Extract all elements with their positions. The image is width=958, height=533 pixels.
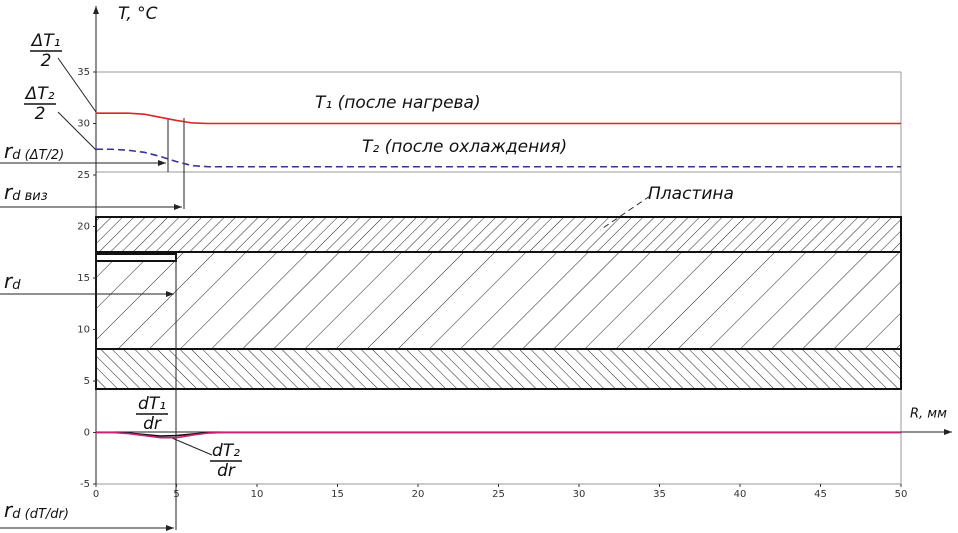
- r: r: [4, 139, 14, 163]
- x-tick-label: 15: [331, 489, 344, 500]
- x-tick-label: 40: [734, 489, 747, 500]
- r: r: [4, 498, 14, 522]
- annotation-deriv2: dT₂ dr: [210, 441, 242, 481]
- y-tick-label: 10: [77, 325, 90, 336]
- annotation-dt1: ΔT₁ 2: [30, 31, 62, 71]
- x-tick-label: 50: [895, 489, 908, 500]
- x-tick-label: 10: [251, 489, 264, 500]
- y-tick-label: 35: [77, 67, 90, 78]
- annotation-plate: Пластина: [648, 184, 734, 204]
- y-tick-label: 15: [77, 273, 90, 284]
- denominator: 2: [41, 51, 52, 71]
- annotation-dt2: ΔT₂ 2: [24, 84, 56, 124]
- annotation-rd-deriv: rd (dT/dr): [4, 498, 69, 522]
- denominator: 2: [35, 104, 46, 124]
- annotation-deriv1: dT₁ dr: [136, 394, 168, 434]
- numerator: ΔT₁: [30, 31, 61, 51]
- x-tick-label: 20: [412, 489, 425, 500]
- x-tick-label: 0: [93, 489, 99, 500]
- annotation-rd-vis: rd виз: [4, 180, 48, 204]
- denominator: dr: [143, 414, 162, 434]
- annotation-rd: rd: [4, 269, 21, 293]
- y-tick-label: 25: [77, 170, 90, 181]
- series-label: T₁ (после нагрева): [315, 93, 481, 113]
- sub: d (dT/dr): [12, 507, 69, 522]
- x-tick-label: 5: [173, 489, 179, 500]
- numerator: dT₂: [212, 441, 240, 461]
- sub: d (ΔT/2): [12, 148, 64, 163]
- numerator: dT₁: [138, 394, 166, 414]
- series-line: [96, 148, 901, 168]
- y-tick-label: 5: [84, 376, 90, 387]
- r: r: [4, 180, 14, 204]
- x-tick-label: 25: [492, 489, 505, 500]
- x-axis-label: R, мм: [910, 407, 947, 422]
- x-tick-label: 35: [653, 489, 666, 500]
- series-line: [96, 431, 901, 439]
- y-tick-label: 20: [77, 222, 90, 233]
- annotation-rd-half: rd (ΔT/2): [4, 139, 64, 163]
- y-tick-label: 0: [84, 428, 90, 439]
- y-tick-label: -5: [80, 479, 90, 490]
- x-tick-label: 45: [814, 489, 827, 500]
- numerator: ΔT₂: [24, 84, 55, 104]
- plate: [95, 216, 902, 390]
- sub: d виз: [12, 189, 47, 204]
- denominator: dr: [217, 461, 236, 481]
- sub: d: [12, 278, 21, 293]
- x-tick-label: 30: [573, 489, 586, 500]
- y-axis-label: T, °C: [118, 4, 158, 24]
- series-line: [96, 112, 901, 125]
- series-label: T₂ (после охлаждения): [362, 137, 567, 157]
- r: r: [4, 269, 14, 293]
- y-tick-label: 30: [77, 119, 90, 130]
